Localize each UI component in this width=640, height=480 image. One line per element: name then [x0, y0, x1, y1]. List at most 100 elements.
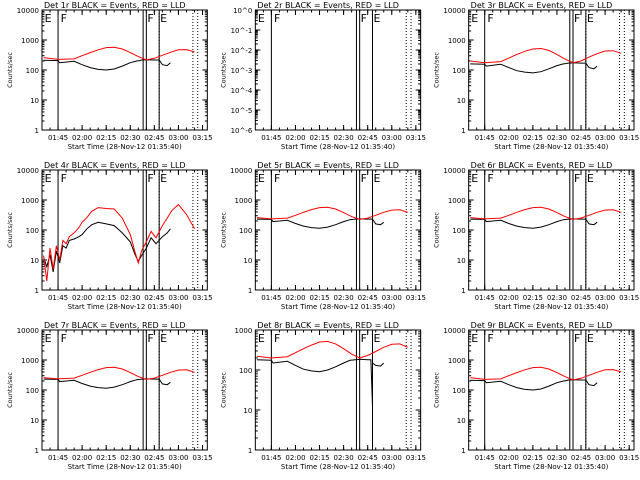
y-axis-label: Counts/sec [6, 52, 14, 88]
x-axis-label: Start Time (28-Nov-12 01:35:40) [281, 463, 395, 471]
plot-frame [468, 169, 635, 291]
x-tick-label: 02:30 [334, 454, 354, 462]
x-tick-label: 03:15 [192, 294, 212, 302]
x-tick-label: 03:00 [168, 454, 188, 462]
x-tick-label: 02:30 [547, 294, 567, 302]
x-tick-label: 01:45 [475, 294, 495, 302]
series-line-lld [43, 366, 195, 380]
x-tick-label: 02:00 [72, 454, 92, 462]
boundary-marker: E [258, 332, 265, 345]
x-tick-label: 03:15 [406, 134, 426, 142]
x-tick-label: 02:45 [358, 134, 378, 142]
x-tick-label: 02:15 [523, 454, 543, 462]
x-tick-label: 02:45 [144, 454, 164, 462]
x-tick-label: 02:15 [309, 454, 329, 462]
y-tick-label: 10000 [443, 167, 465, 175]
series-line-lld [256, 206, 408, 220]
y-tick-label: 10 [457, 97, 466, 105]
panel-4: Det 4r BLACK = Events, RED = LLD 1 10 100 10… [6, 161, 213, 311]
y-tick-label: 1 [248, 287, 252, 295]
x-tick-label: 02:00 [499, 454, 519, 462]
x-tick-label: 03:00 [168, 134, 188, 142]
plot-frame [468, 9, 635, 131]
x-tick-label: 03:15 [619, 454, 639, 462]
x-tick-label: 03:00 [382, 454, 402, 462]
x-tick-label: 01:45 [261, 454, 281, 462]
boundary-marker: F [147, 12, 153, 25]
x-tick-label: 01:45 [48, 134, 68, 142]
boundary-marker: F [574, 172, 580, 185]
y-tick-label: 10^-1 [231, 27, 253, 35]
x-axis-label: Start Time (28-Nov-12 01:35:40) [68, 303, 182, 311]
x-tick-label: 02:30 [334, 134, 354, 142]
y-tick-label: 10 [30, 257, 39, 265]
plot-frame [254, 169, 422, 291]
x-tick-label: 03:00 [595, 294, 615, 302]
y-tick-label: 1000 [448, 357, 466, 365]
y-tick-label: 10 [243, 257, 252, 265]
x-tick-label: 03:15 [619, 294, 639, 302]
series-line-lld [43, 46, 195, 61]
series-line-lld [470, 47, 622, 64]
boundary-marker: E [471, 172, 478, 185]
boundary-marker: F [487, 172, 493, 185]
y-tick-label: 1000 [448, 37, 466, 45]
series-line-events [43, 59, 171, 71]
x-axis-label: Start Time (28-Nov-12 01:35:40) [281, 143, 395, 151]
x-axis-label: Start Time (28-Nov-12 01:35:40) [68, 463, 182, 471]
boundary-marker: F [61, 12, 67, 25]
panel-title: Det 9r BLACK = Events, RED = LLD [471, 321, 613, 330]
y-tick-label: 1000 [235, 197, 253, 205]
y-tick-label: 1 [35, 287, 39, 295]
x-tick-label: 02:30 [120, 134, 140, 142]
y-tick-label: 1 [461, 127, 465, 135]
y-tick-label: 1000 [21, 197, 39, 205]
y-tick-label: 100 [452, 67, 465, 75]
x-tick-label: 02:15 [523, 134, 543, 142]
x-tick-label: 03:00 [382, 294, 402, 302]
y-axis-label: Counts/sec [6, 212, 14, 248]
boundary-marker: F [361, 172, 367, 185]
y-tick-label: 100 [452, 387, 465, 395]
x-tick-label: 02:00 [72, 134, 92, 142]
y-tick-label: 10000 [17, 7, 39, 15]
boundary-marker: E [258, 172, 265, 185]
y-tick-label: 10^-4 [231, 87, 253, 95]
x-tick-label: 01:45 [475, 454, 495, 462]
y-tick-label: 10^-5 [231, 107, 253, 115]
boundary-marker: E [160, 172, 167, 185]
boundary-marker: F [361, 12, 367, 25]
x-tick-label: 02:45 [571, 454, 591, 462]
series-line-events [43, 221, 171, 272]
x-tick-label: 03:00 [595, 454, 615, 462]
boundary-marker: F [274, 12, 280, 25]
x-axis-label: Start Time (28-Nov-12 01:35:40) [494, 143, 608, 151]
boundary-marker: F [487, 12, 493, 25]
panel-5: Det 5r BLACK = Events, RED = LLD 1 10 100 10… [219, 161, 426, 311]
x-tick-label: 02:00 [285, 294, 305, 302]
y-tick-label: 1000 [21, 357, 39, 365]
panel-9: Det 9r BLACK = Events, RED = LLD 1 10 100 10… [433, 321, 640, 471]
panel-title: Det 5r BLACK = Events, RED = LLD [257, 161, 399, 170]
boundary-marker: E [258, 12, 265, 25]
x-tick-label: 02:45 [571, 134, 591, 142]
x-tick-label: 02:45 [571, 294, 591, 302]
boundary-marker: E [374, 12, 381, 25]
x-tick-label: 02:45 [144, 294, 164, 302]
plot-frame [254, 9, 422, 131]
y-tick-label: 10^-3 [231, 67, 253, 75]
boundary-marker: F [361, 332, 367, 345]
x-tick-label: 03:00 [382, 134, 402, 142]
panel-8: Det 8r BLACK = Events, RED = LLD 1 10 100 10… [219, 321, 426, 471]
x-tick-label: 01:45 [48, 294, 68, 302]
series-line-events [470, 379, 598, 391]
boundary-marker: E [45, 172, 52, 185]
boundary-marker: F [61, 172, 67, 185]
x-tick-label: 02:30 [547, 454, 567, 462]
y-tick-label: 1 [248, 447, 252, 455]
boundary-marker: E [374, 172, 381, 185]
y-tick-label: 1 [461, 447, 465, 455]
series-line-events [470, 218, 598, 229]
y-tick-label: 1000 [235, 327, 253, 335]
y-tick-label: 10000 [443, 327, 465, 335]
